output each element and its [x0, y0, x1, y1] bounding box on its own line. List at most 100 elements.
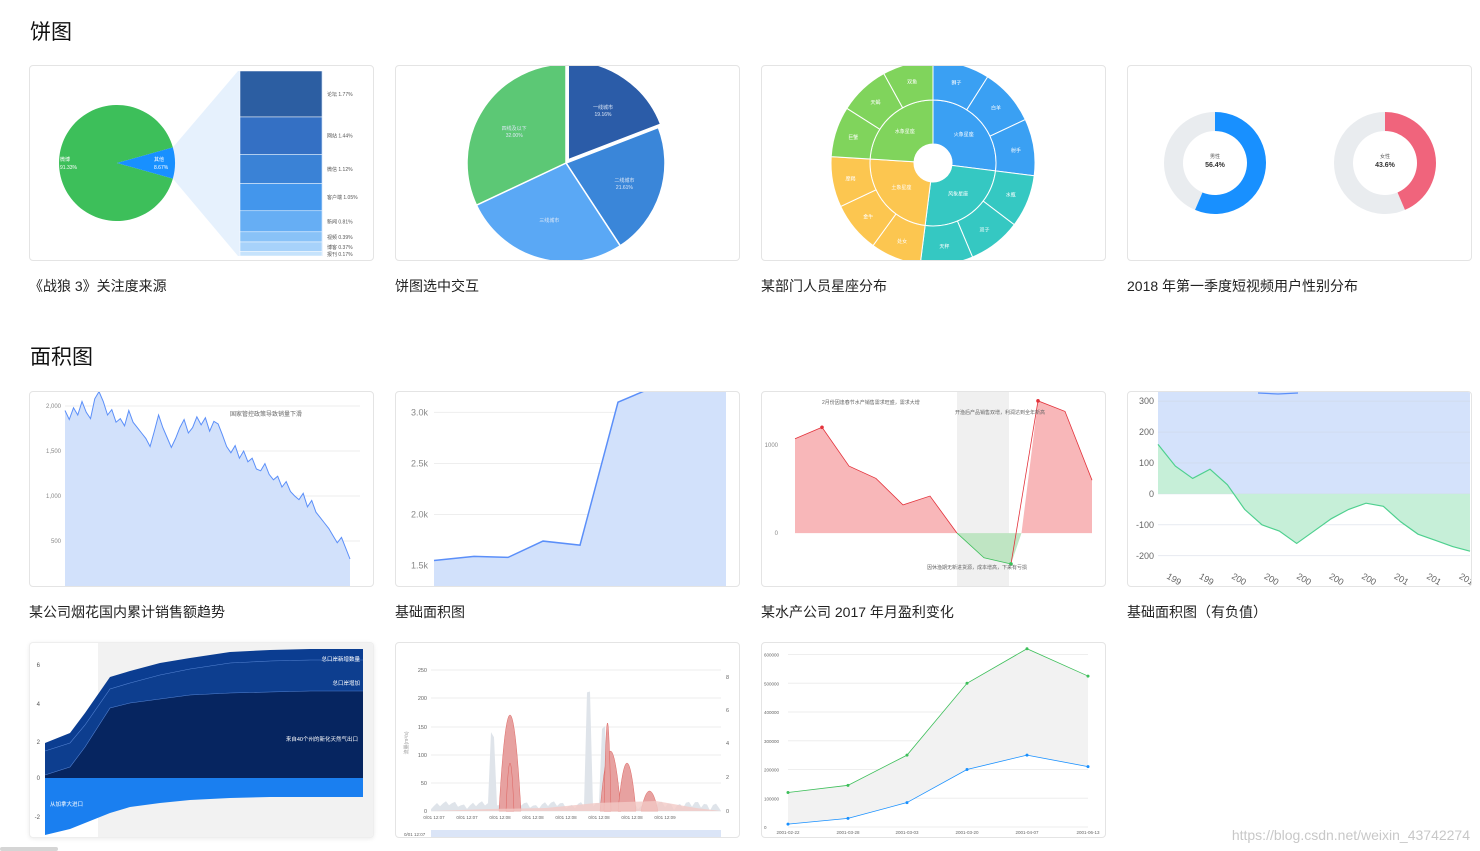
y-tick-2: 2.0k: [411, 510, 429, 520]
basic-area-chart: 3.0k 2.5k 2.0k 1.5k: [411, 392, 726, 586]
x-tick-2: 0/01 12:08: [489, 815, 511, 820]
chart-card-range-area[interactable]: 600000 500000 400000 300000 200000 100000 0 200…: [761, 642, 1106, 838]
x-tick-1: 2001-03-28: [836, 830, 860, 835]
chart-caption-basic-area[interactable]: 基础面积图: [395, 604, 465, 620]
upper-point-3: [965, 681, 969, 685]
x-tick-5: 2001-06-13: [1076, 830, 1100, 835]
chart-card-stacked-area[interactable]: 6 4 2 0 -2 总口岸新增数量 总口岸增加 来自40个州的新化天然气出口 从加拿大进口: [29, 642, 374, 838]
upper-line: [1257, 392, 1299, 395]
y-tick-1: 500000: [764, 681, 780, 686]
rain-peak-3: [603, 722, 612, 812]
y-tick-6: 0: [764, 825, 767, 830]
x-tick-4: 200: [1295, 571, 1313, 586]
donut-value-1: [1385, 112, 1436, 210]
lower-point-2: [905, 801, 909, 805]
breakdown-bar-0: [239, 70, 323, 118]
chart-card-constellation[interactable]: 火象星座 狮子 白羊 射手 风象星座 水瓶 双子 天秤 土象星座 处女 金牛 摩羯 水象星座 巨蟹 天蝎 双鱼: [761, 65, 1106, 261]
y-tick-2: 2: [37, 740, 41, 746]
chart-caption-wolf3[interactable]: 《战狼 3》关注度来源: [29, 278, 167, 294]
horizontal-scrollbar[interactable]: [0, 847, 58, 851]
y-tick-3: 0: [37, 776, 41, 782]
sunburst-outer-label-5: 天秤: [939, 243, 949, 250]
breakdown-label-3: 客户端 1.05%: [327, 194, 358, 201]
y-tick-1: 1,500: [46, 449, 62, 455]
chart-caption-negative-area[interactable]: 基础面积图（有负值）: [1127, 604, 1267, 620]
area-fill: [65, 392, 350, 586]
chart-card-basic-area[interactable]: 3.0k 2.5k 2.0k 1.5k: [395, 391, 740, 587]
x-tick-7: 201: [1393, 571, 1411, 586]
sunburst-outer-label-8: 摩羯: [845, 176, 855, 183]
sunburst-outer-label-4: 双子: [979, 226, 989, 233]
chart-card-rainfall[interactable]: 250 200 150 100 50 0 8 6 4 2 0 流量(m³/s) 0/01 12:07 0/…: [395, 642, 740, 838]
donut-percent-1: 43.6%: [1375, 162, 1396, 169]
pie-label-3: 四线及以下: [502, 125, 527, 132]
stack-layer-0: [45, 649, 363, 751]
breakdown-label-6: 博客 0.37%: [327, 244, 353, 251]
series-label-1: 总口岸增加: [332, 679, 360, 687]
pie-slice-1: [564, 126, 666, 247]
annotation-2: 开渔后产品销售双增，利润达到全年新高: [955, 409, 1045, 416]
chart-card-aquatic[interactable]: 1000 0 2月份因逢春节水产销售需求旺盛，需求大增 开渔后产品销售双增，利润达到全…: [761, 391, 1106, 587]
x-tick-0: 199: [1165, 571, 1183, 586]
line-negative: [956, 532, 1012, 565]
annotation-1: 2月份因逢春节水产销售需求旺盛，需求大增: [822, 399, 920, 406]
sunburst-outer-label-10: 天蝎: [870, 99, 880, 106]
y-tick-3: 0: [1149, 489, 1154, 499]
chart-card-wolf3[interactable]: 微博 91.33% 其他 8.67% 论坛 1.77% 网站 1.44% 微信 1.12% 客…: [29, 65, 374, 261]
y-tick-0: 3.0k: [411, 407, 429, 417]
breakdown-bar-3: [239, 183, 323, 212]
donut-label-1: 女性: [1380, 153, 1390, 160]
watermark: https://blog.csdn.net/weixin_43742274: [1231, 827, 1470, 843]
chart-card-pie-select[interactable]: 一线城市 19.16% 二线城市 21.61% 三线城市 四线及以下 32.00%: [395, 65, 740, 261]
y-tick-0: 2,000: [46, 404, 62, 410]
y-tick-4: -2: [35, 815, 41, 821]
y-tick-2: 1,000: [46, 494, 62, 500]
breakdown-bar-1: [239, 116, 323, 155]
sunburst-inner-label-3: 水象星座: [895, 128, 915, 135]
area-line: [1157, 444, 1471, 552]
chart-caption-aquatic[interactable]: 某水产公司 2017 年月盈利变化: [761, 604, 954, 620]
aquatic-profit-chart: 1000 0 2月份因逢春节水产销售需求旺盛，需求大增开渔后产品销售双增，利润达到全…: [765, 392, 1093, 586]
sunburst-inner-label-1: 风象星座: [948, 190, 968, 197]
x-tick-6: 200: [1360, 571, 1378, 586]
x-tick-8: 201: [1425, 571, 1443, 586]
sunburst-outer-5: [920, 220, 974, 260]
pie-percent-3: 32.00%: [506, 133, 524, 139]
area-line: [433, 392, 644, 562]
chart-caption-gender[interactable]: 2018 年第一季度短视频用户性别分布: [1127, 278, 1359, 294]
breakdown-label-2: 微信 1.12%: [327, 166, 353, 173]
y-tick-1: 2.5k: [411, 458, 429, 468]
x-tick-0: 2001-02-22: [776, 830, 800, 835]
x-tick-5: 200: [1328, 571, 1346, 586]
x-tick-0: 0/01 12:07: [423, 815, 445, 820]
x-tick-3: 2001-03-20: [955, 830, 979, 835]
zoom-slider-label: 0/01 12:07: [404, 832, 426, 837]
y-tick-0: 300: [1139, 396, 1154, 406]
zoom-slider: [431, 830, 721, 837]
area-positive-1: [795, 427, 957, 534]
lower-point-1: [846, 816, 850, 820]
y-tick-1: 4: [37, 702, 41, 708]
donut-label-0: 男性: [1210, 153, 1220, 160]
negative-area-chart: 300 200 100 0 -100 -200 199 199 200 200 200 200 200 2…: [1136, 392, 1471, 586]
sunburst-inner-label-0: 火象星座: [954, 131, 974, 138]
y-axis-label: 流量(m³/s): [403, 731, 410, 754]
donut-percent-0: 56.4%: [1205, 162, 1226, 169]
pie-label-0: 一线城市: [593, 104, 613, 111]
breakdown-bar-5: [239, 231, 323, 243]
chart-caption-constellation[interactable]: 某部门人员星座分布: [761, 278, 887, 294]
pie-label-weibo-percent: 91.33%: [60, 165, 78, 171]
right-y-tick-4: 0: [726, 809, 729, 815]
chart-card-negative-area[interactable]: 300 200 100 0 -100 -200 199 199 200 200 200 200 200 2…: [1127, 391, 1472, 587]
sunburst-outer-label-11: 双鱼: [907, 79, 917, 86]
sunburst-outer-label-3: 水瓶: [1006, 192, 1016, 199]
chart-caption-pie-select[interactable]: 饼图选中交互: [395, 278, 479, 294]
rain-base: [431, 801, 721, 811]
chart-card-fireworks[interactable]: 2,000 1,500 1,000 500 国家管控政策导致销量下滑: [29, 391, 374, 587]
sunburst-outer-label-6: 处女: [897, 238, 907, 245]
y-tick-0: 1000: [765, 443, 779, 449]
chart-caption-fireworks[interactable]: 某公司烟花国内累计销售额趋势: [29, 604, 225, 620]
chart-card-gender[interactable]: 男性 56.4% 女性 43.6%: [1127, 65, 1472, 261]
